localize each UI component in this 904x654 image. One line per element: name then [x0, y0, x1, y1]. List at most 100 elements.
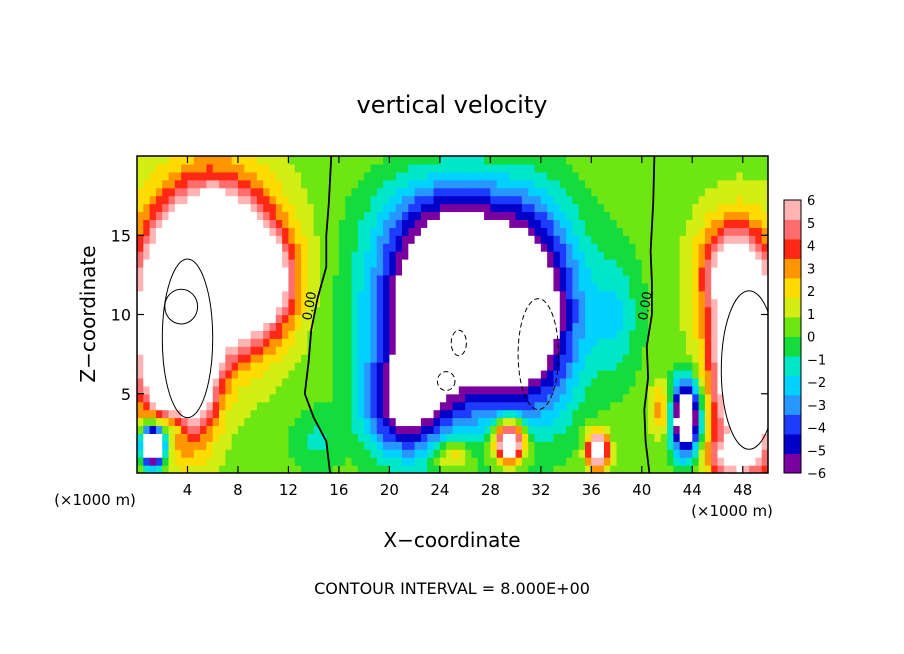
heat-cell [433, 314, 441, 324]
heat-cell [433, 243, 441, 252]
heat-cell [458, 369, 466, 379]
heat-cell [654, 266, 662, 276]
heat-cell [654, 298, 662, 308]
heat-cell [515, 425, 523, 434]
heat-cell [692, 354, 700, 363]
heat-cell [610, 385, 618, 395]
heat-cell [155, 235, 163, 244]
heat-cell [332, 377, 340, 387]
colorbar-tick-label: −4 [807, 422, 826, 437]
heat-cell [648, 338, 656, 347]
heat-cell [566, 266, 573, 276]
heat-cell [749, 266, 756, 276]
heat-cell [534, 409, 542, 419]
heat-cell [338, 457, 346, 466]
heat-cell [338, 369, 346, 379]
heat-cell [521, 433, 529, 442]
heat-cell [181, 243, 189, 252]
heat-cell [755, 171, 763, 181]
heat-cell [307, 401, 315, 411]
heat-cell [704, 282, 712, 292]
heat-cell [597, 457, 605, 466]
heat-cell [282, 385, 290, 395]
heat-cell [484, 306, 491, 316]
heat-cell [509, 314, 517, 324]
heat-cell [256, 251, 264, 260]
heat-cell [149, 211, 157, 220]
heat-cell [288, 171, 296, 181]
heat-cell [294, 362, 302, 371]
heat-cell [471, 274, 479, 284]
colorbar-swatch [784, 375, 801, 396]
heat-cell [477, 219, 485, 228]
heat-cell [168, 377, 176, 387]
heat-cell [250, 338, 258, 347]
heat-cell [761, 449, 768, 458]
heat-cell [465, 243, 473, 252]
heat-cell [181, 211, 189, 220]
heat-cell [446, 409, 454, 419]
heat-cell [288, 314, 296, 324]
heat-cell [250, 401, 258, 411]
heat-cell [212, 227, 220, 236]
heat-cell [515, 409, 523, 419]
heat-cell [597, 354, 605, 363]
heat-cell [389, 425, 397, 434]
heat-cell [168, 243, 176, 252]
heat-cell [326, 441, 334, 450]
heat-cell [484, 457, 491, 466]
heat-cell [648, 187, 656, 197]
heat-cell [206, 441, 214, 450]
heat-cell [446, 417, 454, 427]
heat-cell [376, 433, 384, 442]
heat-cell [225, 330, 233, 339]
heat-cell [452, 259, 460, 268]
heat-cell [484, 298, 491, 308]
heat-cell [622, 425, 630, 434]
heat-cell [200, 354, 208, 363]
heat-cell [610, 338, 618, 347]
heat-cell [301, 163, 308, 173]
heat-cell [383, 425, 390, 434]
heat-cell [749, 219, 756, 228]
heat-cell [219, 322, 226, 331]
heat-cell [528, 425, 536, 434]
heat-cell [585, 187, 592, 197]
heat-cell [667, 306, 674, 316]
heat-cell [357, 306, 365, 316]
heat-cell [250, 171, 258, 181]
heat-cell [641, 290, 649, 300]
heat-cell [193, 330, 201, 339]
heat-cell [490, 235, 498, 244]
heat-cell [515, 156, 523, 165]
heat-cell [307, 409, 315, 419]
heat-cell [332, 385, 340, 395]
heat-cell [225, 243, 233, 252]
heat-cell [282, 306, 290, 316]
heat-cell [553, 314, 561, 324]
heat-cell [319, 259, 327, 268]
heat-cell [370, 243, 378, 252]
heat-cell [648, 330, 656, 339]
heat-cell [338, 401, 346, 411]
heat-cell [660, 266, 668, 276]
heat-cell [717, 290, 725, 300]
heat-cell [452, 354, 460, 363]
heat-cell [345, 362, 353, 371]
heat-cell [402, 417, 409, 427]
heat-cell [200, 274, 208, 284]
heat-cell [484, 171, 491, 181]
heat-cell [250, 243, 258, 252]
heat-cell [168, 187, 176, 197]
heat-cell [275, 457, 283, 466]
heat-cell [465, 377, 473, 387]
heat-cell [149, 433, 157, 442]
heat-cell [193, 251, 201, 260]
heat-cell [578, 179, 586, 189]
heat-cell [553, 235, 561, 244]
heat-cell [326, 322, 334, 331]
heat-cell [547, 274, 555, 284]
heat-cell [704, 409, 712, 419]
heat-cell [149, 219, 157, 228]
heat-cell [288, 425, 296, 434]
